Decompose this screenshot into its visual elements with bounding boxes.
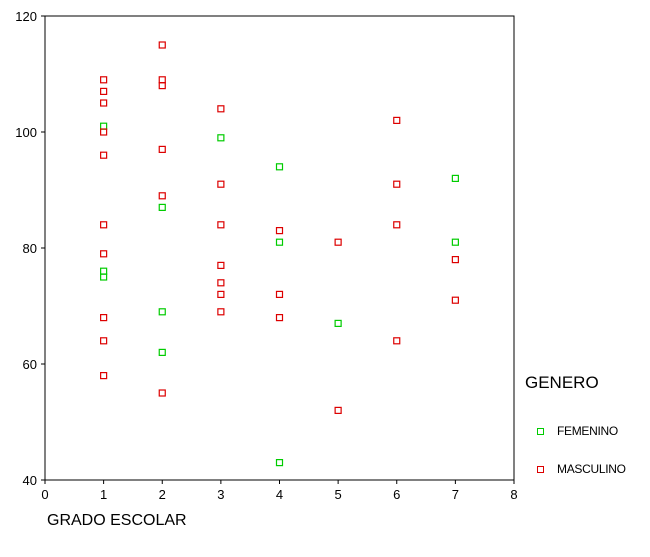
point-masculino	[100, 99, 108, 107]
x-tick-label: 7	[452, 487, 459, 502]
legend-label-masculino: MASCULINO	[557, 462, 626, 476]
x-tick-label: 5	[335, 487, 342, 502]
point-femenino	[451, 238, 459, 246]
legend-swatch-masculino	[537, 465, 544, 473]
data-points	[100, 41, 459, 467]
point-masculino	[217, 180, 225, 188]
point-masculino	[393, 180, 401, 188]
axes: 0 1 2 3 4 5 6 7 8 40 60 80 100 120	[15, 9, 517, 502]
point-femenino	[158, 308, 166, 316]
point-masculino	[100, 221, 108, 229]
point-femenino	[334, 319, 342, 327]
point-masculino	[217, 290, 225, 298]
point-masculino	[158, 81, 166, 90]
point-masculino	[275, 314, 284, 322]
x-tick-label: 2	[159, 487, 166, 502]
plot-frame	[44, 15, 515, 481]
point-femenino	[158, 203, 166, 211]
x-tick-label: 1	[100, 487, 107, 502]
point-masculino	[158, 145, 166, 153]
point-femenino	[451, 174, 459, 182]
x-tick-label: 0	[41, 487, 48, 502]
legend-title: GENERO	[525, 373, 599, 392]
point-femenino	[275, 238, 284, 246]
y-tick-label: 100	[15, 125, 37, 140]
point-femenino	[275, 163, 284, 171]
point-masculino	[100, 250, 108, 258]
point-masculino	[158, 41, 166, 49]
point-masculino	[393, 116, 401, 125]
point-masculino	[100, 314, 108, 322]
point-masculino	[334, 238, 342, 246]
point-femenino	[100, 122, 108, 130]
legend-swatch-femenino	[537, 427, 544, 435]
x-tick-label: 4	[276, 487, 283, 502]
x-tick-label: 6	[393, 487, 400, 502]
x-tick-label: 8	[510, 487, 517, 502]
y-tick-label: 80	[23, 241, 37, 256]
point-masculino	[100, 151, 108, 159]
y-tick-label: 120	[15, 9, 37, 24]
point-masculino	[393, 337, 401, 345]
point-femenino	[100, 273, 108, 281]
point-masculino	[100, 76, 108, 84]
point-masculino	[451, 296, 459, 304]
point-masculino	[451, 256, 459, 264]
legend-item-masculino: MASCULINO	[537, 462, 626, 476]
point-masculino	[217, 279, 225, 287]
point-masculino	[217, 221, 225, 229]
x-tick-label: 3	[217, 487, 224, 502]
point-masculino	[158, 76, 166, 84]
x-axis-label: GRADO ESCOLAR	[47, 512, 187, 529]
point-masculino	[217, 308, 225, 316]
point-masculino	[217, 105, 225, 113]
legend-label-femenino: FEMENINO	[557, 424, 618, 438]
point-masculino	[393, 221, 401, 229]
point-femenino	[217, 134, 225, 142]
point-masculino	[158, 389, 166, 397]
legend-item-femenino: FEMENINO	[537, 424, 618, 438]
point-masculino	[100, 128, 108, 136]
point-masculino	[217, 261, 225, 269]
point-femenino	[100, 267, 108, 275]
y-tick-label: 60	[23, 357, 37, 372]
point-masculino	[100, 372, 108, 380]
y-tick-label: 40	[23, 473, 37, 488]
point-masculino	[100, 87, 108, 96]
point-femenino	[158, 348, 166, 356]
point-masculino	[334, 406, 342, 414]
point-masculino	[158, 192, 166, 200]
point-masculino	[275, 227, 284, 235]
point-masculino	[100, 337, 108, 345]
point-femenino	[275, 459, 284, 467]
point-masculino	[275, 290, 284, 298]
